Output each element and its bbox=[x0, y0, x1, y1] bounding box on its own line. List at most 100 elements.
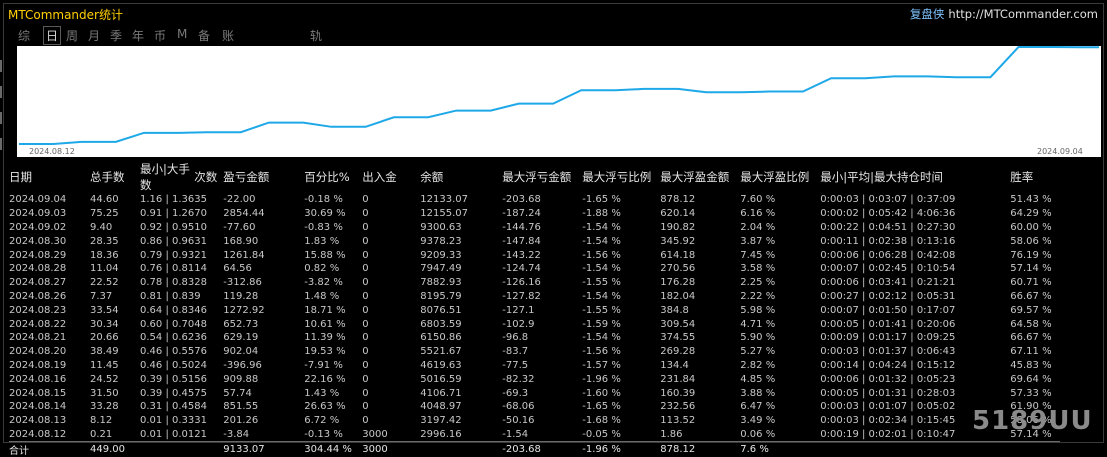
brand-link[interactable]: 复盘侠 http://MTCommander.com bbox=[910, 6, 1098, 22]
tab-5[interactable]: 年 bbox=[132, 29, 145, 43]
table-cell: 0:00:07 | 0:02:45 | 0:10:54 bbox=[820, 263, 956, 275]
table-cell: 66.67 % bbox=[1010, 290, 1052, 302]
table-row[interactable]: 2024.09.04 44.60 1.16 | 1.36 35 -22.00 -0.18 … bbox=[9, 193, 1060, 207]
table-row[interactable]: 2024.08.14 33.28 0.31 | 0.45 84 851.55 26.63 … bbox=[9, 400, 1060, 414]
table-cell: 6.72 % bbox=[304, 415, 340, 427]
table-row[interactable]: 2024.08.23 33.54 0.64 | 0.83 46 1272.92 18.71… bbox=[9, 303, 1060, 317]
tab-4[interactable]: 季 bbox=[110, 29, 123, 43]
table-row[interactable]: 2024.09.03 75.25 0.91 | 1.26 70 2854.44 30.69… bbox=[9, 207, 1060, 221]
table-cell: -1.88 % bbox=[582, 208, 621, 220]
table-cell: 0.64 | 0.83 bbox=[140, 304, 195, 316]
table-cell: 0 bbox=[362, 304, 369, 316]
x-start-label: 2024.08.12 bbox=[29, 147, 75, 156]
table-cell: 0 bbox=[362, 263, 369, 275]
table-cell: 2024.08.19 bbox=[9, 359, 67, 371]
table-cell: 614.18 bbox=[660, 249, 696, 261]
table-row[interactable]: 2024.08.29 18.36 0.79 | 0.93 21 1261.84 15.88… bbox=[9, 248, 1060, 262]
table-cell: 2996.16 bbox=[420, 428, 462, 440]
table-cell: 0.39 | 0.51 bbox=[140, 373, 195, 385]
table-cell: -77.60 bbox=[223, 221, 256, 233]
col-header-2[interactable]: 最小|大手数 bbox=[140, 162, 190, 192]
table-cell: -7.91 % bbox=[304, 359, 343, 371]
table-row[interactable]: 2024.08.15 31.50 0.39 | 0.45 75 57.74 1.43 % 0… bbox=[9, 386, 1060, 400]
table-cell: 3.87 % bbox=[740, 235, 776, 247]
tab-1[interactable]: 日 bbox=[43, 26, 62, 45]
tab-2[interactable]: 周 bbox=[66, 29, 79, 43]
table-cell: 0 bbox=[362, 277, 369, 289]
col-header-12[interactable]: 最小|平均|最大持仓时间 bbox=[820, 170, 944, 184]
tab-7[interactable]: M bbox=[177, 27, 188, 41]
table-cell: 2024.08.14 bbox=[9, 401, 67, 413]
table-row[interactable]: 2024.08.12 0.21 0.01 | 0.01 21 -3.84 -0.13 % 3… bbox=[9, 428, 1060, 442]
table-cell: 0.21 bbox=[90, 428, 113, 440]
col-header-5[interactable]: 百分比% bbox=[304, 170, 350, 184]
table-cell: 0:00:27 | 0:02:12 | 0:05:31 bbox=[820, 290, 956, 302]
total-cell: 304.44 % bbox=[304, 441, 363, 457]
table-cell: 76 bbox=[194, 346, 207, 358]
watermark: 5189UU bbox=[972, 406, 1093, 436]
table-cell: 0:00:11 | 0:02:38 | 0:13:16 bbox=[820, 235, 956, 247]
table-cell: 2024.08.16 bbox=[9, 373, 67, 385]
table-row[interactable]: 2024.09.02 9.40 0.92 | 0.95 10 -77.60 -0.83 %… bbox=[9, 221, 1060, 235]
table-cell: 0:00:05 | 0:01:31 | 0:28:03 bbox=[820, 387, 956, 399]
table-cell: 28 bbox=[194, 277, 207, 289]
table-cell: 2024.08.22 bbox=[9, 318, 67, 330]
brand-url[interactable]: http://MTCommander.com bbox=[948, 7, 1098, 21]
table-row[interactable]: 2024.08.19 11.45 0.46 | 0.50 24 -396.96 -7.91… bbox=[9, 359, 1060, 373]
col-header-0[interactable]: 日期 bbox=[9, 170, 32, 184]
table-cell: 0:00:03 | 0:01:07 | 0:05:02 bbox=[820, 401, 956, 413]
col-header-9[interactable]: 最大浮亏比例 bbox=[582, 170, 652, 184]
col-header-10[interactable]: 最大浮盈金额 bbox=[660, 170, 730, 184]
table-cell: 19.53 % bbox=[304, 346, 346, 358]
table-cell: 0.46 | 0.55 bbox=[140, 346, 195, 358]
table-cell: 2024.08.23 bbox=[9, 304, 67, 316]
table-cell: 7.45 % bbox=[740, 249, 776, 261]
col-header-4[interactable]: 盈亏金额 bbox=[223, 170, 270, 184]
table-row[interactable]: 2024.08.20 38.49 0.46 | 0.55 76 902.04 19.53 … bbox=[9, 345, 1060, 359]
table-cell: 0:00:06 | 0:06:28 | 0:42:08 bbox=[820, 249, 956, 261]
table-cell: -50.16 bbox=[502, 415, 535, 427]
tab-0[interactable]: 综 bbox=[18, 29, 31, 43]
table-cell: 1.86 bbox=[660, 428, 683, 440]
table-cell: 0.60 | 0.70 bbox=[140, 318, 195, 330]
table-cell: 0.01 | 0.33 bbox=[140, 415, 195, 427]
table-cell: 231.84 bbox=[660, 373, 696, 385]
table-row[interactable]: 2024.08.28 11.04 0.76 | 0.81 14 64.56 0.82 % 0… bbox=[9, 262, 1060, 276]
table-cell: 9.40 bbox=[90, 221, 113, 233]
table-cell: 0:00:03 | 0:03:07 | 0:37:09 bbox=[820, 194, 956, 206]
table-cell: 64.58 % bbox=[1010, 318, 1052, 330]
col-header-7[interactable]: 余额 bbox=[420, 170, 444, 184]
table-cell: 182.04 bbox=[660, 290, 696, 302]
table-row[interactable]: 2024.08.30 28.35 0.86 | 0.96 31 168.90 1.83 %… bbox=[9, 234, 1060, 248]
tab-8[interactable]: 备 bbox=[198, 29, 211, 43]
table-row[interactable]: 2024.08.26 7.37 0.81 | 0.83 9 119.28 1.48 % 0 8… bbox=[9, 290, 1060, 304]
tab-6[interactable]: 币 bbox=[154, 29, 167, 43]
table-row[interactable]: 2024.08.16 24.52 0.39 | 0.51 56 909.88 22.16 … bbox=[9, 372, 1060, 386]
table-cell: 269.28 bbox=[660, 346, 696, 358]
table-row[interactable]: 2024.08.22 30.34 0.60 | 0.70 48 652.73 10.61 … bbox=[9, 317, 1060, 331]
col-header-8[interactable]: 最大浮亏金额 bbox=[502, 170, 572, 184]
table-cell: 0 bbox=[362, 387, 369, 399]
col-header-3[interactable]: 次数 bbox=[194, 170, 218, 184]
col-header-13[interactable]: 胜率 bbox=[1010, 170, 1034, 184]
table-cell: 909.88 bbox=[223, 373, 259, 385]
table-cell: 9378.23 bbox=[420, 235, 462, 247]
table-cell: 57.14 % bbox=[1010, 263, 1052, 275]
col-header-6[interactable]: 出入金 bbox=[362, 170, 397, 184]
table-cell: -1.54 % bbox=[582, 235, 621, 247]
table-cell: 18.71 % bbox=[304, 304, 346, 316]
table-row[interactable]: 2024.08.21 20.66 0.54 | 0.62 36 629.19 11.39 … bbox=[9, 331, 1060, 345]
table-cell: 0.81 | 0.83 bbox=[140, 290, 195, 302]
table-cell: 190.82 bbox=[660, 221, 696, 233]
table-row[interactable]: 2024.08.27 22.52 0.78 | 0.83 28 -312.86 -3.82… bbox=[9, 276, 1060, 290]
table-cell: 2.04 % bbox=[740, 221, 776, 233]
col-header-1[interactable]: 总手数 bbox=[90, 170, 125, 184]
table-row[interactable]: 2024.08.13 8.12 0.01 | 0.33 31 201.26 6.72 % 0… bbox=[9, 414, 1060, 428]
total-cell: 9133.07 bbox=[223, 441, 305, 457]
col-header-11[interactable]: 最大浮盈比例 bbox=[740, 170, 810, 184]
left-edge-marks bbox=[0, 60, 6, 164]
table-cell: 11.04 bbox=[90, 263, 119, 275]
tab-3[interactable]: 月 bbox=[88, 29, 101, 43]
table-cell: 0 bbox=[362, 359, 369, 371]
total-cell bbox=[194, 441, 224, 457]
